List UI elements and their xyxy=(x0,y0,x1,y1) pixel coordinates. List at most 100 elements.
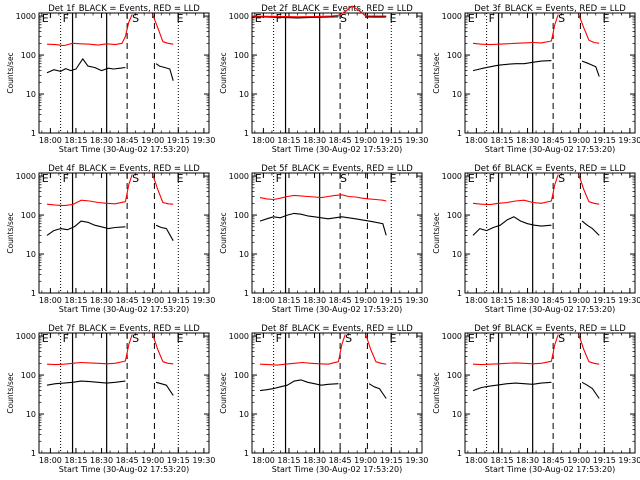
y-tick-label: 1000 xyxy=(16,332,36,341)
x-tick-label: 18:15 xyxy=(490,136,513,145)
events-series-line xyxy=(46,380,126,386)
x-tick-label: 18:00 xyxy=(465,296,488,305)
lld-series-line xyxy=(578,334,600,365)
x-tick-label: 18:30 xyxy=(516,296,539,305)
marker-letter: E xyxy=(177,12,184,25)
events-series-line xyxy=(581,60,600,77)
y-tick-label: 1000 xyxy=(442,12,462,21)
x-tick-label: 18:30 xyxy=(303,456,326,465)
x-tick-label: 18:15 xyxy=(277,136,300,145)
y-tick-label: 1 xyxy=(244,289,249,298)
marker-letter: F xyxy=(63,12,69,25)
x-tick-label: 18:15 xyxy=(64,136,87,145)
y-tick-label: 1 xyxy=(31,129,36,138)
y-tick-label: 1 xyxy=(457,129,462,138)
x-tick-label: 18:45 xyxy=(542,296,565,305)
x-tick-label: 18:00 xyxy=(465,136,488,145)
x-tick-label: 19:30 xyxy=(618,456,640,465)
chart-title: Det 9f_BLACK = Events, RED = LLD xyxy=(474,324,626,334)
x-tick-label: 18:15 xyxy=(64,296,87,305)
lld-series-line xyxy=(259,334,346,366)
x-tick-label: 19:15 xyxy=(593,136,616,145)
chart-panel-5: Det 5f_BLACK = Events, RED = LLD 1 10 100 10… xyxy=(219,164,428,314)
marker-letter: F xyxy=(489,332,495,345)
x-tick-label: 19:15 xyxy=(380,456,403,465)
plot-frame xyxy=(464,12,636,134)
events-series-line xyxy=(472,381,552,392)
lld-series-line xyxy=(152,334,174,365)
events-series-line xyxy=(259,379,339,392)
y-tick-label: 1 xyxy=(457,289,462,298)
y-tick-label: 10 xyxy=(452,410,462,419)
chart-title: Det 8f_BLACK = Events, RED = LLD xyxy=(261,324,413,334)
marker-letter: E xyxy=(603,332,610,345)
y-tick-label: 10 xyxy=(239,410,249,419)
lld-series-line xyxy=(578,174,600,205)
chart-title: Det 5f_BLACK = Events, RED = LLD xyxy=(261,164,413,174)
chart-title: Det 3f_BLACK = Events, RED = LLD xyxy=(474,4,626,14)
x-tick-label: 19:15 xyxy=(167,456,190,465)
events-series-line xyxy=(46,58,126,74)
x-tick-label: 19:15 xyxy=(380,296,403,305)
x-tick-label: 18:45 xyxy=(116,136,139,145)
x-tick-label: 19:30 xyxy=(405,456,428,465)
lld-series-line xyxy=(46,14,133,47)
lld-series-line xyxy=(152,174,174,205)
x-tick-label: 18:45 xyxy=(116,296,139,305)
x-tick-label: 18:30 xyxy=(90,296,113,305)
y-axis-label: Counts/sec xyxy=(432,52,441,93)
x-tick-label: 18:00 xyxy=(252,456,275,465)
chart-title: Det 4f_BLACK = Events, RED = LLD xyxy=(48,164,200,174)
x-tick-label: 19:30 xyxy=(618,136,640,145)
x-tick-label: 18:15 xyxy=(277,456,300,465)
y-tick-label: 1 xyxy=(31,449,36,458)
marker-letter: F xyxy=(489,172,495,185)
marker-letter: F xyxy=(63,172,69,185)
x-axis-label: Start Time (30-Aug-02 17:53:20) xyxy=(485,465,616,474)
y-tick-label: 10 xyxy=(26,90,36,99)
x-tick-label: 18:45 xyxy=(329,456,352,465)
x-tick-label: 18:30 xyxy=(90,456,113,465)
x-tick-label: 19:15 xyxy=(593,456,616,465)
lld-series-line xyxy=(152,14,174,45)
x-tick-label: 19:30 xyxy=(405,296,428,305)
marker-letter: S xyxy=(558,172,565,185)
marker-letter: E xyxy=(468,332,475,345)
events-series-line xyxy=(155,224,174,241)
marker-letter: S xyxy=(132,12,139,25)
plot-frame xyxy=(38,172,210,294)
y-tick-label: 1000 xyxy=(16,172,36,181)
chart-panel-3: Det 3f_BLACK = Events, RED = LLD 1 10 100 10… xyxy=(432,4,640,154)
x-tick-label: 18:45 xyxy=(542,136,565,145)
x-tick-label: 18:00 xyxy=(465,456,488,465)
x-tick-label: 19:00 xyxy=(354,456,377,465)
x-axis-label: Start Time (30-Aug-02 17:53:20) xyxy=(272,145,403,154)
y-axis-label: Counts/sec xyxy=(432,372,441,413)
x-tick-label: 18:15 xyxy=(277,296,300,305)
y-tick-label: 100 xyxy=(21,371,36,380)
x-tick-label: 19:15 xyxy=(593,296,616,305)
marker-letter: E xyxy=(42,332,49,345)
marker-letter: S xyxy=(558,332,565,345)
lld-series-line xyxy=(472,334,559,366)
marker-letter: S xyxy=(345,332,352,345)
events-series-line xyxy=(368,383,387,399)
marker-letter: E xyxy=(390,12,397,25)
marker-letter: E xyxy=(255,12,262,25)
marker-letter: F xyxy=(276,172,282,185)
marker-letter: S xyxy=(132,172,139,185)
marker-letter: S xyxy=(340,172,347,185)
plot-frame xyxy=(38,12,210,134)
chart-panel-8: Det 8f_BLACK = Events, RED = LLD 1 10 100 10… xyxy=(219,324,428,474)
chart-panel-1: Det 1f_BLACK = Events, RED = LLD 1 10 100 10… xyxy=(6,4,215,154)
x-tick-label: 18:00 xyxy=(252,136,275,145)
x-tick-label: 19:00 xyxy=(567,296,590,305)
plot-frame xyxy=(251,12,423,134)
y-tick-label: 100 xyxy=(447,371,462,380)
x-tick-label: 19:30 xyxy=(192,456,215,465)
marker-letter: E xyxy=(390,172,397,185)
plot-frame xyxy=(251,332,423,454)
x-tick-label: 19:30 xyxy=(405,136,428,145)
lld-series-line xyxy=(259,194,387,202)
x-tick-label: 19:00 xyxy=(567,136,590,145)
